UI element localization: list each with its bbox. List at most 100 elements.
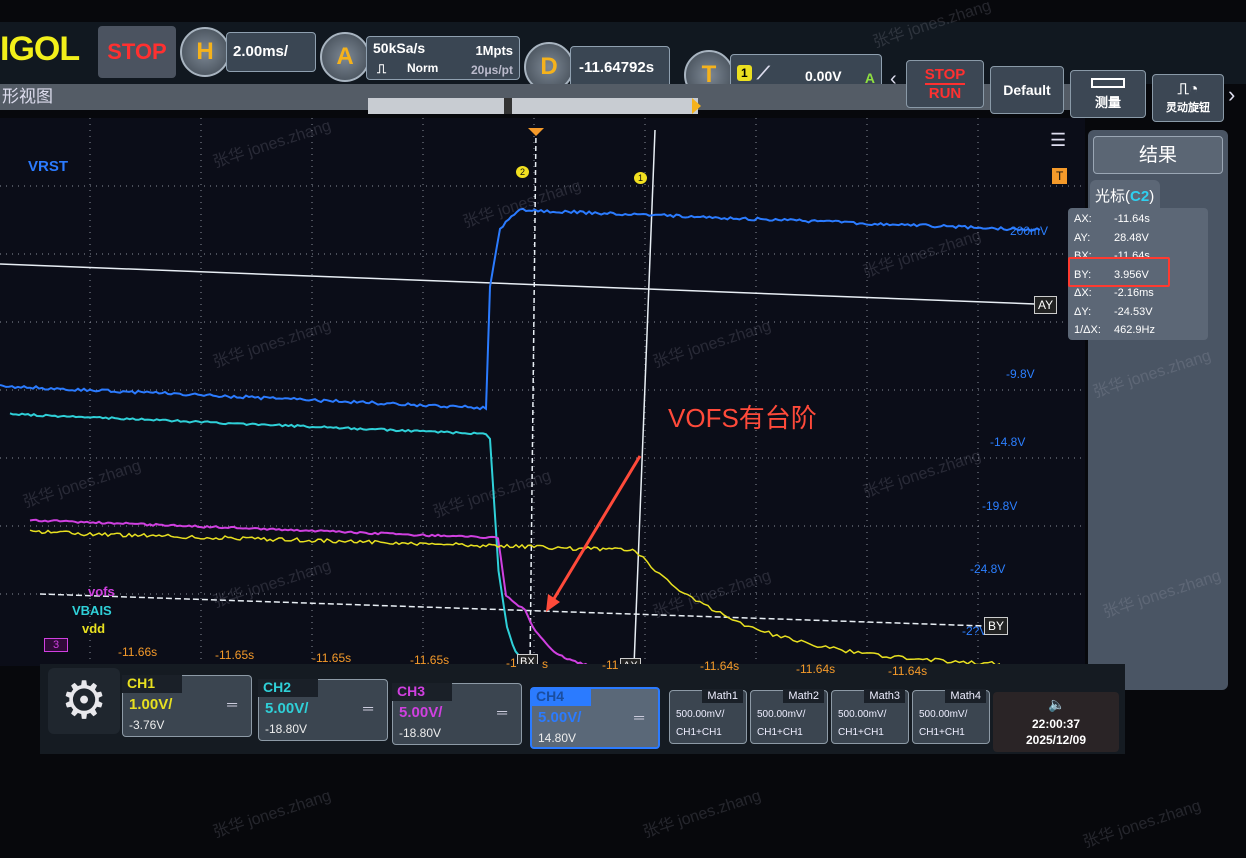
math-2-box[interactable]: Math2 500.00mV/ CH1+CH1 <box>750 690 828 744</box>
dc-coupling-icon: ═ <box>497 704 507 720</box>
horizontal-button[interactable]: H <box>180 27 230 77</box>
math-scale: 500.00mV/ <box>838 709 886 720</box>
math-3-box[interactable]: Math3 500.00mV/ CH1+CH1 <box>831 690 909 744</box>
math-1-box[interactable]: Math1 500.00mV/ CH1+CH1 <box>669 690 747 744</box>
acq-mode: Norm <box>407 61 438 75</box>
cursor-key: 1/ΔX: <box>1074 324 1114 336</box>
math-expr: CH1+CH1 <box>676 727 722 738</box>
clock-date: 2025/12/09 <box>993 732 1119 748</box>
math-4-box[interactable]: Math4 500.00mV/ CH1+CH1 <box>912 690 990 744</box>
math-expr: CH1+CH1 <box>919 727 965 738</box>
channel-3-box[interactable]: CH3 5.00V/ -18.80V ═ <box>392 683 522 745</box>
annotation-arrow <box>552 456 640 602</box>
cursor-ax-line <box>634 130 655 666</box>
time-per-point: 20μs/pt <box>471 63 513 77</box>
channel-offset: -3.76V <box>129 718 164 732</box>
clock-panel: 🔈 22:00:37 2025/12/09 <box>993 692 1119 752</box>
run-label: RUN <box>929 85 962 102</box>
math-scale: 500.00mV/ <box>757 709 805 720</box>
trigger-level: 0.00V <box>805 68 842 84</box>
acquire-info[interactable]: 50kSa/s 1Mpts ⎍ Norm 20μs/pt <box>366 36 520 80</box>
chevron-right-icon[interactable]: › <box>1228 82 1235 108</box>
dc-coupling-icon: ═ <box>363 700 373 716</box>
cursor-key: ΔY: <box>1074 306 1114 318</box>
math-expr: CH1+CH1 <box>757 727 803 738</box>
time-tick: -11.64s <box>700 659 739 673</box>
trace-ch1-vdd <box>30 530 1000 665</box>
waveform-knob-icon: ⎍◔ <box>1178 81 1199 99</box>
dc-coupling-icon: ═ <box>227 696 237 712</box>
cursor-key: AY: <box>1074 232 1114 244</box>
label-vrst: VRST <box>28 158 68 175</box>
overview-window-marker[interactable] <box>504 98 512 114</box>
watermark: 张华 jones.zhang <box>639 782 763 843</box>
channel-4-box[interactable]: CH4 5.00V/ 14.80V ═ <box>530 687 660 749</box>
dc-coupling-icon: ═ <box>634 709 644 725</box>
time-tick: -11.64s <box>888 664 927 678</box>
time-tick: -1 <box>506 656 517 670</box>
cursor-tab-suffix: ) <box>1149 188 1154 205</box>
overview-end-marker <box>692 98 701 114</box>
acquire-button[interactable]: A <box>320 32 370 82</box>
measure-button[interactable]: 测量 <box>1070 70 1146 118</box>
cursor-by-handle[interactable]: BY <box>984 617 1008 635</box>
scale-label: -24.8V <box>970 562 1005 576</box>
scale-label: 200mV <box>1010 224 1048 238</box>
time-tick: -11 <box>602 658 618 672</box>
sound-icon[interactable]: 🔈 <box>1048 696 1065 712</box>
pulse-icon: ⎍ <box>377 61 386 77</box>
math-scale: 500.00mV/ <box>676 709 724 720</box>
measure-label: 测量 <box>1095 92 1121 111</box>
cursor-tab[interactable]: 光标(C2) <box>1090 180 1160 208</box>
trigger-source: 1 <box>737 65 752 81</box>
channel-offset: -18.80V <box>399 726 441 740</box>
cursor-row: AY: 28.48V <box>1074 229 1202 248</box>
highlight-box <box>1068 257 1170 287</box>
channel-offset: 14.80V <box>538 731 576 745</box>
arrow-head-icon <box>546 594 560 612</box>
trigger-position-marker <box>528 128 544 136</box>
rising-edge-icon: ⟋ <box>757 63 770 84</box>
waveform-overview-bar[interactable] <box>368 98 698 114</box>
label-vdd: vdd <box>82 621 105 636</box>
channel-1-box[interactable]: CH1 1.00V/ -3.76V ═ <box>122 675 252 737</box>
trace-ch2-vbais <box>10 413 1000 666</box>
knob-button[interactable]: ⎍◔ 灵动旋钮 <box>1152 74 1224 122</box>
cursor-tab-channel: C2 <box>1130 188 1149 205</box>
time-tick: s <box>542 657 548 671</box>
annotation-text: VOFS有台阶 <box>668 398 817 435</box>
cursor-marker: 1 <box>634 172 647 184</box>
cursor-row: ΔY: -24.53V <box>1074 303 1202 322</box>
sample-rate: 50kSa/s <box>373 40 425 56</box>
ruler-icon <box>1091 78 1125 88</box>
time-tick: -11.65s <box>410 653 449 667</box>
default-button[interactable]: Default <box>990 66 1064 114</box>
run-state-badge[interactable]: STOP <box>98 26 176 78</box>
cursor-key: ΔX: <box>1074 287 1114 299</box>
label-vofs: vofs <box>88 584 115 599</box>
timebase-value[interactable]: 2.00ms/ <box>226 32 316 72</box>
math-scale: 500.00mV/ <box>919 709 967 720</box>
watermark: 张华 jones.zhang <box>1079 792 1203 853</box>
knob-label: 灵动旋钮 <box>1166 99 1210 115</box>
channel-scale: 5.00V/ <box>538 709 581 726</box>
time-tick: -11.65s <box>312 651 351 665</box>
brand-logo: IGOL <box>0 30 79 69</box>
menu-icon[interactable]: ☰ <box>1050 130 1066 151</box>
math-name: Math1 <box>702 689 743 703</box>
results-title[interactable]: 结果 <box>1093 136 1223 174</box>
trigger-level-marker[interactable]: T <box>1052 168 1067 184</box>
channel-2-box[interactable]: CH2 5.00V/ -18.80V ═ <box>258 679 388 741</box>
ch3-offset-marker[interactable]: 3 <box>44 638 68 652</box>
cursor-row: AX: -11.64s <box>1074 210 1202 229</box>
cursor-value: -11.64s <box>1114 213 1150 225</box>
cursor-ay-handle[interactable]: AY <box>1034 296 1057 314</box>
channel-name: CH4 <box>531 688 591 706</box>
settings-gear-button[interactable]: ⚙ <box>48 668 120 734</box>
math-name: Math2 <box>783 689 824 703</box>
cursor-row: 1/ΔX: 462.9Hz <box>1074 321 1202 340</box>
channel-scale: 5.00V/ <box>265 700 308 717</box>
stop-run-button[interactable]: STOP RUN <box>906 60 984 108</box>
stop-label: STOP <box>925 66 966 85</box>
trace-ch4-vrst <box>0 209 1040 409</box>
